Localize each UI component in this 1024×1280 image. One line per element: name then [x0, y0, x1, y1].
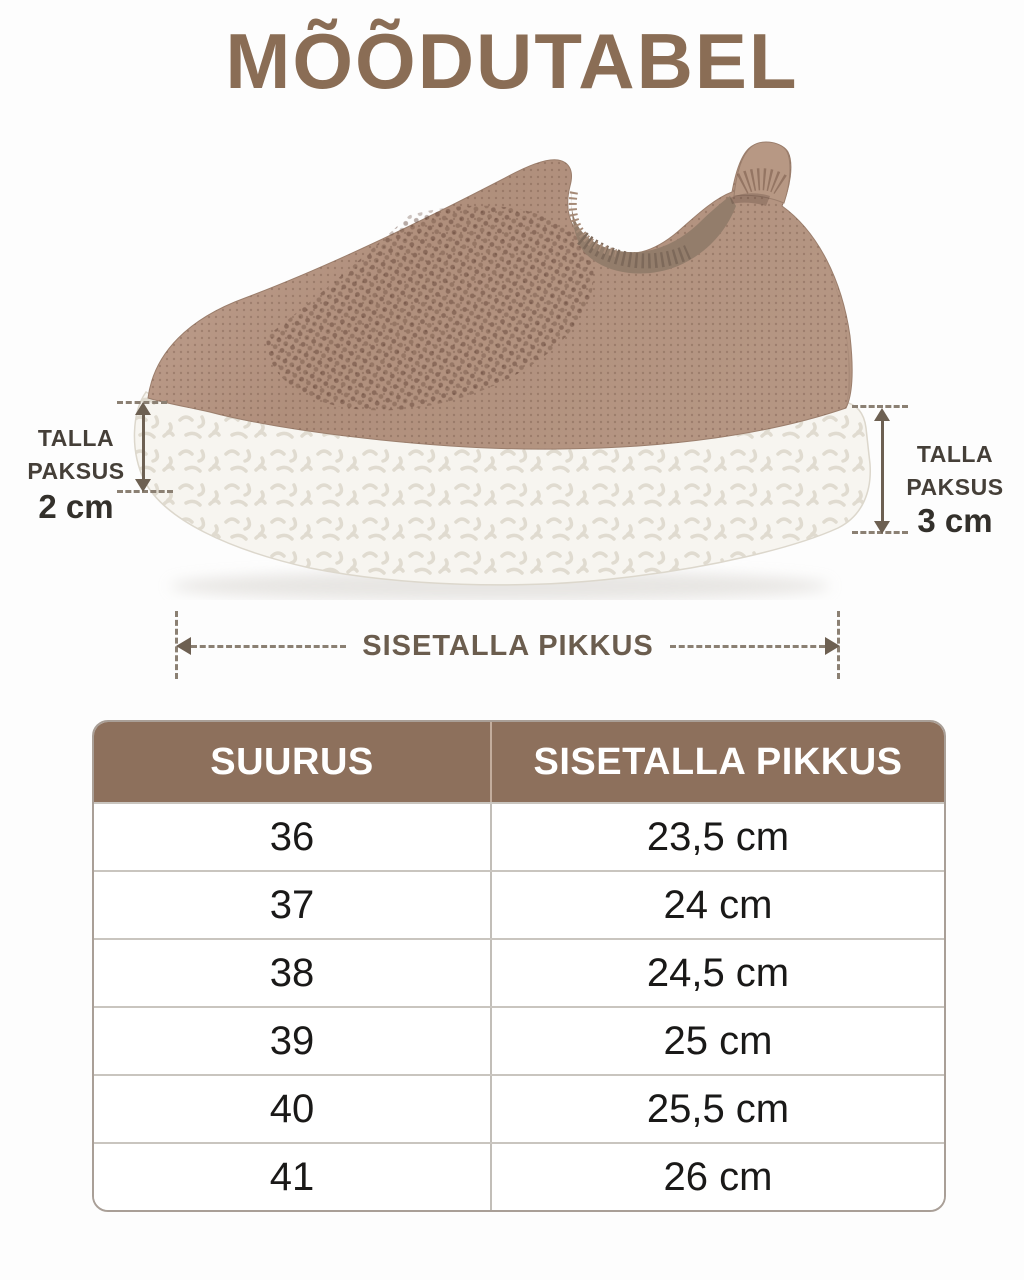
size-cell: 40 [269, 1086, 315, 1131]
length-cell: 25,5 cm [490, 1076, 944, 1142]
right-sole-thickness-label: TALLA PAKSUS [906, 441, 1004, 500]
size-cell: 36 [269, 814, 315, 859]
table-row: 41 26 cm [94, 1142, 944, 1210]
size-cell: 38 [269, 950, 315, 995]
length-cell: 23,5 cm [490, 804, 944, 870]
left-measure-arrow-icon [135, 402, 151, 492]
length-cell: 25 cm [490, 1008, 944, 1074]
right-top-dash-line [852, 405, 908, 408]
size-table-header: SUURUS SISETALLA PIKKUS [94, 722, 944, 802]
table-row: 40 25,5 cm [94, 1074, 944, 1142]
size-cell: 37 [269, 882, 315, 927]
header-insole-length-column: SISETALLA PIKKUS [490, 722, 944, 802]
left-sole-thickness-label: TALLA PAKSUS [27, 425, 125, 484]
shoe-figure: TALLA PAKSUS 2 cm TALLA PAKSUS 3 cm SISE… [27, 141, 1004, 679]
arrow-left-icon [176, 637, 191, 655]
shoe-image [133, 141, 871, 600]
shoe-upper [147, 142, 853, 450]
header-size-column: SUURUS [210, 740, 374, 783]
table-row: 37 24 cm [94, 870, 944, 938]
page-title: MÕÕDUTABEL [225, 17, 799, 105]
dash-line [191, 644, 347, 648]
shoe-heel-tab [730, 141, 791, 206]
right-measure-arrow-icon [874, 408, 890, 534]
right-sole-thickness-value: 3 cm [917, 502, 993, 539]
size-cell: 39 [269, 1018, 315, 1063]
size-table: SUURUS SISETALLA PIKKUS 36 23,5 cm 37 24… [92, 720, 946, 1212]
size-cell: 41 [269, 1154, 315, 1199]
length-cell: 26 cm [490, 1144, 944, 1210]
dash-line [669, 644, 826, 648]
shoe-collar-opening [568, 190, 736, 274]
left-sole-thickness-value: 2 cm [38, 488, 114, 525]
length-cell: 24,5 cm [490, 940, 944, 1006]
table-row: 38 24,5 cm [94, 938, 944, 1006]
table-row: 36 23,5 cm [94, 802, 944, 870]
insole-length-measure: SISETALLA PIKKUS [176, 628, 841, 664]
table-row: 39 25 cm [94, 1006, 944, 1074]
length-cell: 24 cm [490, 872, 944, 938]
arrow-right-icon [825, 637, 841, 655]
insole-length-label: SISETALLA PIKKUS [362, 629, 654, 662]
